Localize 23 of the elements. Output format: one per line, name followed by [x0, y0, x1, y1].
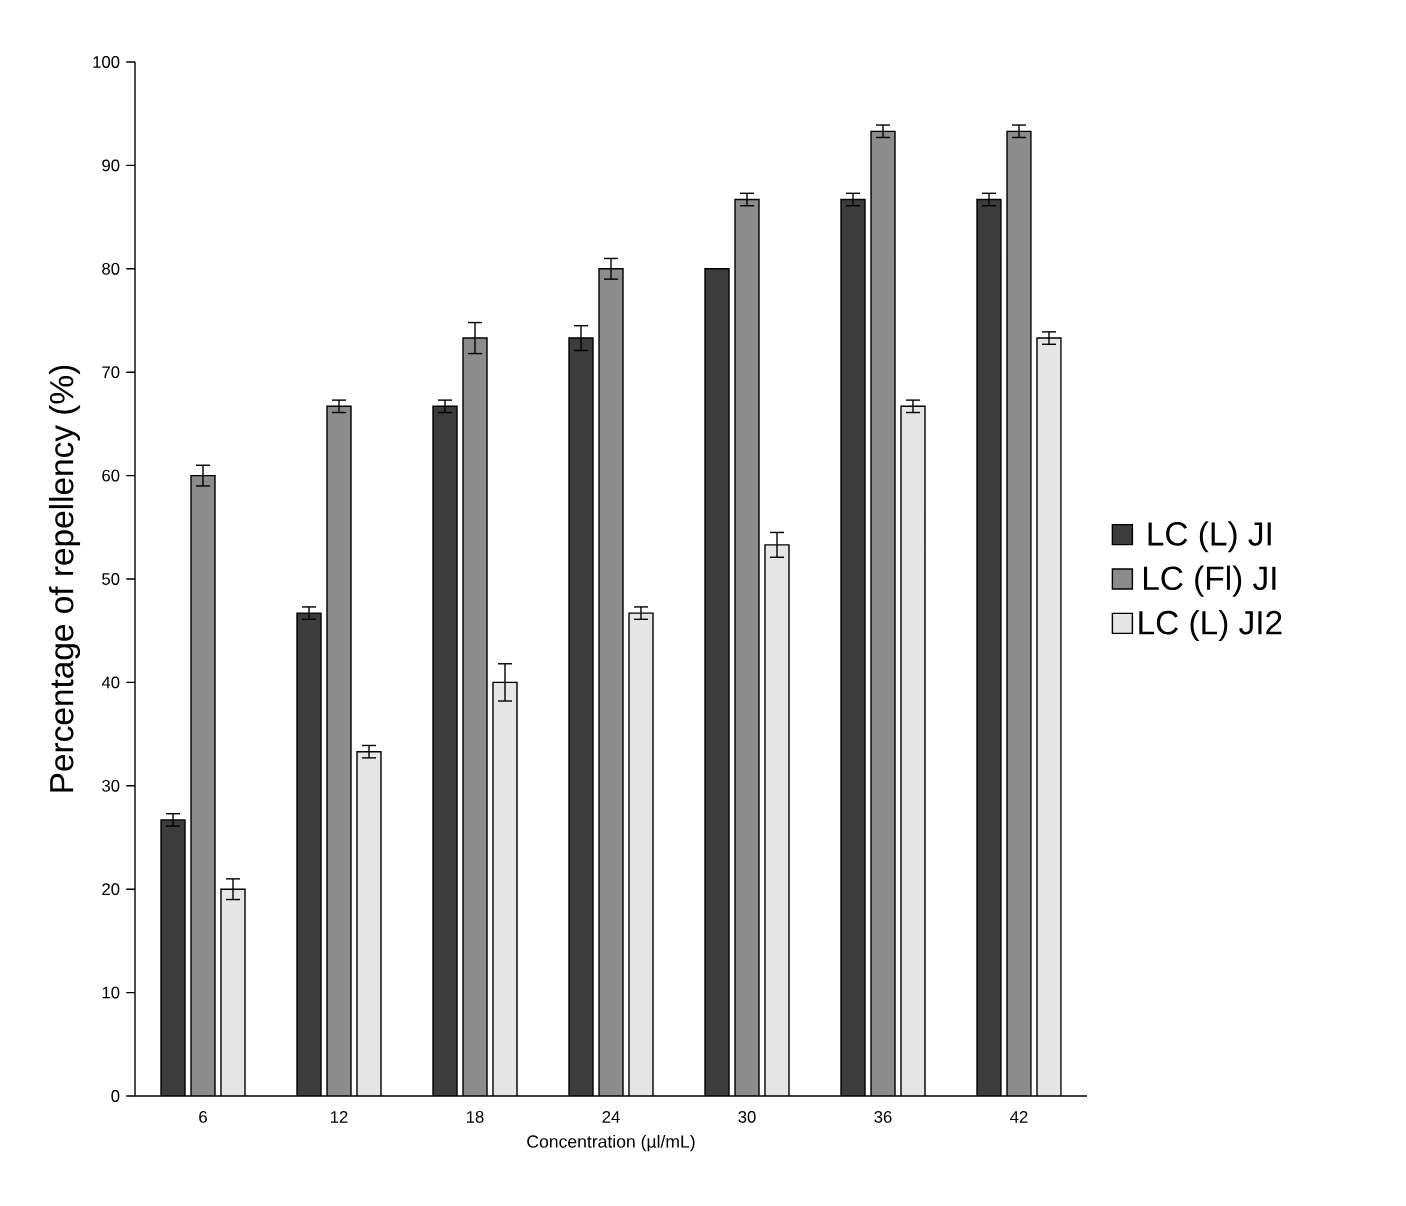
- y-tick-label: 70: [102, 366, 120, 379]
- y-tick-label: 20: [102, 883, 120, 896]
- y-tick-label: 50: [102, 573, 120, 585]
- x-tick-label: 6: [199, 1110, 207, 1123]
- y-tick-label: 80: [102, 262, 120, 275]
- x-tick-label: 30: [738, 1110, 756, 1123]
- legend-label: LC (Fl) JI: [1143, 565, 1276, 597]
- x-tick-label: 24: [602, 1110, 620, 1123]
- legend-label: LC (L) JI2: [1139, 609, 1282, 642]
- y-tick-label: 90: [102, 159, 120, 172]
- x-tick-label: 18: [466, 1110, 484, 1123]
- y-tick-label: 30: [102, 779, 120, 792]
- y-tick-label: 40: [101, 676, 120, 689]
- x-tick-label: 36: [874, 1110, 892, 1123]
- legend-label: LC (L) JI: [1148, 521, 1271, 553]
- y-axis-title: Percentage of repellency (%): [48, 365, 81, 792]
- y-tick-label: 0: [111, 1090, 120, 1102]
- y-tick-label: 10: [102, 986, 120, 999]
- x-tick-label: 42: [1010, 1110, 1028, 1123]
- y-tick-label: 100: [93, 56, 120, 68]
- y-tick-label: 60: [102, 469, 120, 482]
- x-axis-title: Concentration (µl/mL): [527, 1134, 695, 1152]
- x-tick-label: 12: [330, 1110, 348, 1123]
